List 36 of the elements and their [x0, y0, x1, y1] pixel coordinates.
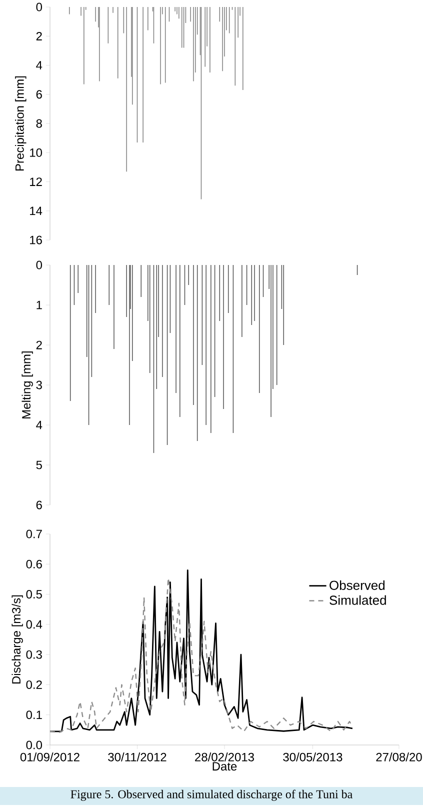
y-tick-label: 4	[36, 61, 42, 70]
y-tick-label: 3	[36, 380, 42, 390]
y-tick-label: 0.2	[26, 680, 42, 689]
x-tick-label: 30/05/2013	[283, 752, 342, 762]
y-axis-title: Melting [mm]	[22, 352, 33, 418]
y-tick-label: 0.7	[26, 530, 42, 538]
y-tick-label: 0.3	[26, 650, 42, 659]
y-tick-label: 6	[36, 500, 42, 510]
y-tick-label: 5	[36, 460, 42, 470]
x-tick-label: 28/02/2013	[195, 752, 254, 762]
x-tick-label: 30/11/2012	[108, 752, 166, 762]
legend-label: Observed	[330, 580, 385, 590]
y-tick-label: 0.5	[26, 590, 42, 599]
y-tick-label: 0	[36, 2, 42, 12]
x-tick-label: 01/09/2012	[20, 752, 80, 762]
y-tick-label: 0.0	[26, 740, 42, 750]
y-tick-label: 1	[36, 300, 42, 310]
y-axis-title: Discharge [m3/s]	[12, 595, 23, 684]
x-tick-label: 27/08/20	[376, 752, 422, 762]
y-axis-title: Precipitation [mm]	[15, 76, 26, 171]
y-tick-label: 8	[36, 119, 42, 128]
y-tick-label: 10	[30, 148, 42, 157]
y-tick-label: 0.6	[26, 560, 42, 568]
y-tick-label: 4	[36, 420, 42, 430]
y-tick-label: 0	[36, 260, 42, 270]
y-tick-label: 0.4	[26, 620, 42, 629]
y-tick-label: 14	[30, 206, 42, 216]
x-axis-title: Date	[212, 762, 237, 771]
legend-label: Simulated	[330, 595, 386, 605]
y-tick-label: 6	[36, 90, 42, 99]
y-tick-label: 12	[30, 178, 42, 186]
y-tick-label: 2	[36, 340, 42, 350]
y-tick-label: 2	[36, 32, 42, 40]
y-tick-label: 0.1	[26, 710, 42, 720]
y-tick-label: 16	[30, 236, 42, 244]
caption: Figure 5. Observed and simulated discharge of the Tuni ba	[70, 790, 352, 801]
